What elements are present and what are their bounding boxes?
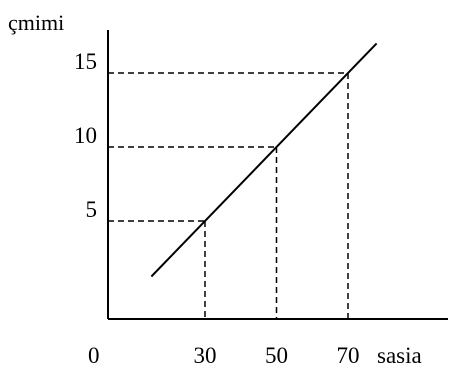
origin-label: 0 (88, 343, 100, 368)
x-axis-label: sasia (377, 343, 422, 368)
x-tick-label-70: 70 (337, 343, 360, 368)
x-tick-label-30: 30 (194, 343, 217, 368)
y-tick-labels: 5 10 15 (74, 49, 97, 222)
guide-lines (108, 72, 349, 319)
y-tick-label-5: 5 (86, 197, 98, 222)
x-tick-labels: 30 50 70 (194, 343, 360, 368)
series-line (150, 42, 378, 278)
y-tick-label-10: 10 (74, 123, 97, 148)
y-axis-label: çmimi (8, 10, 64, 35)
y-tick-label-15: 15 (74, 49, 97, 74)
x-tick-label-50: 50 (265, 343, 288, 368)
